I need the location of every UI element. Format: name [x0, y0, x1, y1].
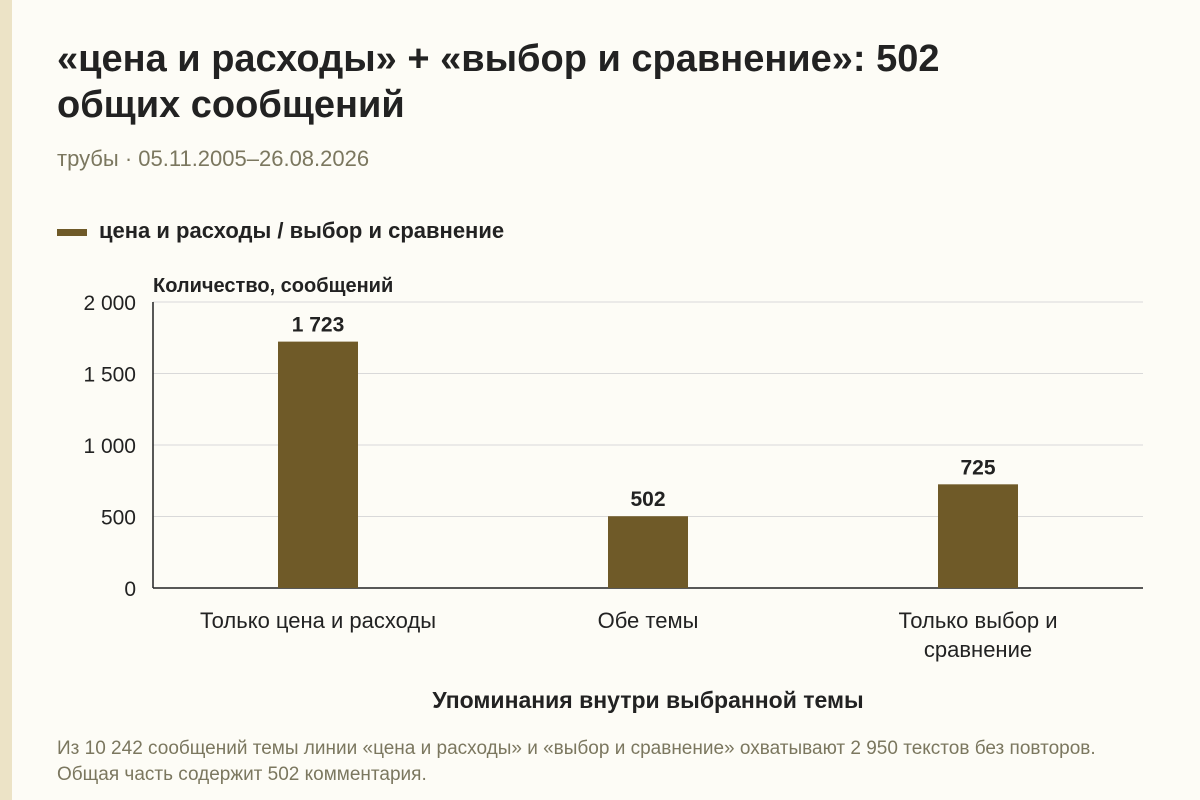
x-tick-label: Только выбор и сравнение — [899, 608, 1058, 662]
y-tick-label: 2 000 — [83, 292, 136, 315]
bar — [278, 341, 358, 588]
x-tick-label-line: Только выбор и — [899, 608, 1058, 633]
legend-label: цена и расходы / выбор и сравнение — [99, 218, 505, 243]
chart-title: «цена и расходы» + «выбор и сравнение»: … — [57, 38, 940, 126]
bar-value-label: 1 723 — [292, 314, 345, 337]
x-tick-label-line: сравнение — [924, 637, 1032, 662]
y-tick-label: 500 — [101, 507, 136, 530]
y-tick-label: 1 000 — [83, 435, 136, 458]
x-tick-label-line: Только цена и расходы — [200, 608, 436, 633]
x-axis-label: Упоминания внутри выбранной темы — [432, 687, 863, 713]
bar — [938, 484, 1018, 588]
y-tick-label: 1 500 — [83, 364, 136, 387]
x-tick-label: Обе темы — [598, 608, 699, 633]
x-tick-label-line: Обе темы — [598, 608, 699, 633]
chart-subtitle: трубы · 05.11.2005–26.08.2026 — [57, 146, 370, 171]
x-tick-label: Только цена и расходы — [200, 608, 436, 633]
footnote: Из 10 242 сообщений темы линии «цена и р… — [57, 738, 1096, 785]
bar-value-label: 502 — [630, 488, 665, 511]
legend: цена и расходы / выбор и сравнение — [57, 218, 504, 244]
y-axis-label: Количество, сообщений — [153, 275, 393, 297]
bar-value-label: 725 — [960, 456, 995, 479]
legend-swatch — [57, 229, 87, 236]
bar — [608, 516, 688, 588]
accent-strip — [0, 0, 12, 800]
y-tick-label: 0 — [124, 578, 136, 601]
